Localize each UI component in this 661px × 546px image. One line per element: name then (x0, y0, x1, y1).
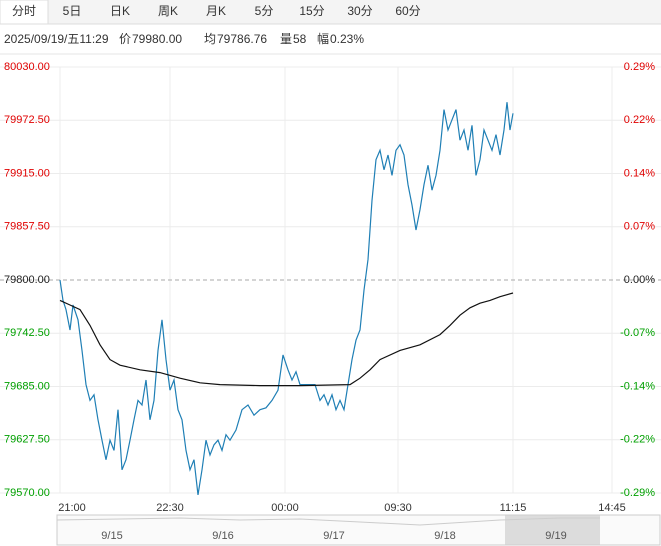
y-tick-label: 79857.50 (4, 221, 50, 233)
info-amp-label: 幅 (317, 31, 329, 46)
x-tick-label: 11:15 (500, 502, 527, 514)
info-amp: 0.23% (330, 32, 364, 46)
info-vol-label: 量 (280, 32, 292, 46)
info-time: 2025/09/19/五11:29 (4, 32, 109, 46)
x-tick-label: 09:30 (384, 502, 412, 514)
y2-tick-label: 0.22% (624, 114, 655, 126)
tab-bar (0, 0, 661, 24)
tab-active[interactable] (0, 0, 49, 25)
navigator-label: 9/18 (434, 530, 455, 542)
y-tick-label: 79915.00 (4, 167, 50, 179)
series-line (59, 292, 514, 387)
info-vol: 58 (293, 32, 307, 46)
tab[interactable]: 5分 (255, 4, 274, 18)
y-tick-label: 79685.00 (4, 380, 50, 392)
y2-tick-label: 0.29% (624, 61, 655, 73)
info-price-label: 价 (119, 32, 131, 46)
tab[interactable]: 周K (158, 4, 178, 18)
tab[interactable]: 月K (206, 4, 226, 18)
tab[interactable]: 30分 (347, 4, 372, 18)
x-tick-label: 14:45 (598, 502, 626, 514)
y-tick-label: 79972.50 (4, 114, 50, 126)
x-tick-label: 00:00 (271, 502, 299, 514)
x-tick-label: 22:30 (156, 502, 184, 514)
navigator-label: 9/16 (212, 530, 233, 542)
info-avg-label: 均 (204, 32, 216, 46)
y-tick-label: 79570.00 (4, 487, 50, 499)
y-tick-label: 79742.50 (4, 327, 50, 339)
y2-tick-label: -0.14% (620, 380, 655, 392)
tab[interactable]: 15分 (299, 4, 324, 18)
y-tick-label: 79800.00 (4, 274, 50, 286)
tab[interactable]: 日K (110, 4, 130, 18)
x-tick-label: 21:00 (58, 502, 86, 514)
y2-tick-label: -0.29% (620, 487, 655, 499)
y-tick-label: 79627.50 (4, 434, 50, 446)
navigator-label: 9/15 (101, 530, 122, 542)
y2-tick-label: -0.22% (620, 434, 655, 446)
y2-tick-label: 0.07% (624, 221, 655, 233)
tab[interactable]: 5日 (63, 4, 82, 18)
y2-tick-label: 0.14% (624, 167, 655, 179)
tab[interactable]: 分时 (12, 4, 36, 18)
y-tick-label: 80030.00 (4, 61, 50, 73)
y2-tick-label: 0.00% (624, 274, 655, 286)
navigator-label: 9/19 (545, 530, 566, 542)
navigator-selection[interactable] (505, 515, 600, 545)
tab[interactable]: 60分 (395, 4, 420, 18)
info-price: 79980.00 (132, 32, 182, 46)
y2-tick-label: -0.07% (620, 327, 655, 339)
series-line (59, 102, 514, 495)
navigator-label: 9/17 (323, 530, 344, 542)
info-avg: 79786.76 (217, 32, 267, 46)
